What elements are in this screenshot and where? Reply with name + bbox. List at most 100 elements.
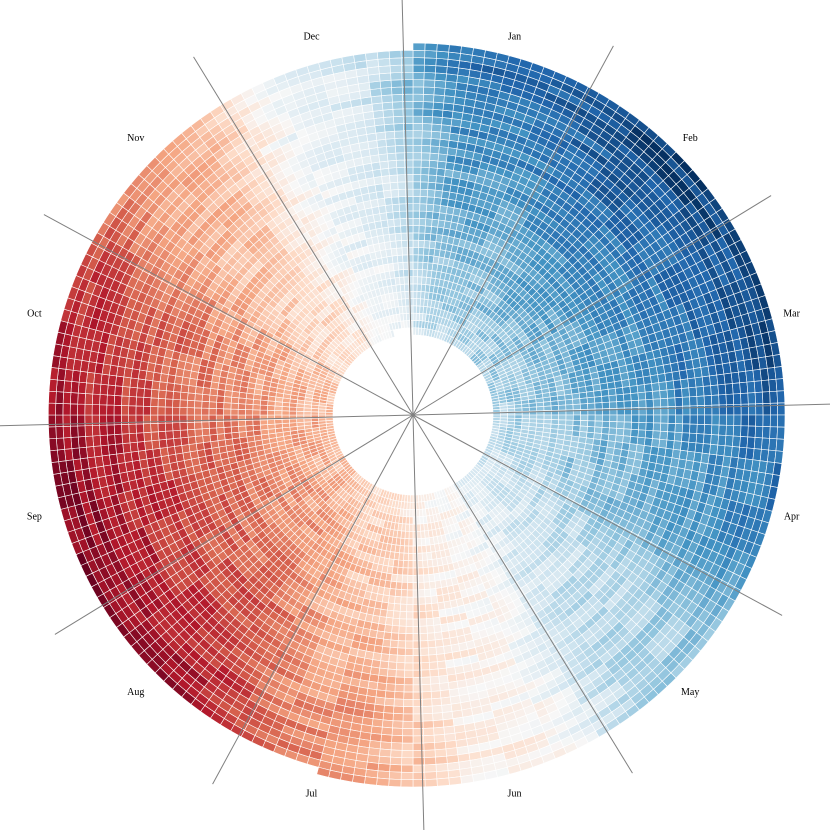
heatmap-cell [602,414,611,422]
heatmap-cell [630,421,640,431]
heatmap-cell [600,388,610,397]
heatmap-cell [403,269,409,278]
heatmap-cell [267,423,276,430]
heatmap-cell [418,232,426,241]
heatmap-cell [223,420,232,428]
heatmap-cell [426,189,436,198]
heatmap-cell [395,240,403,249]
heatmap-cell [435,175,445,185]
heatmap-cell [412,174,422,183]
heatmap-cell [395,152,405,161]
heatmap-cell [638,422,647,431]
heatmap-cell [203,441,212,450]
heatmap-cell [660,397,669,408]
heatmap-cell [381,175,391,185]
heatmap-cell [383,631,392,641]
heatmap-cell [630,428,639,438]
heatmap-cell [438,608,447,618]
heatmap-cell [398,618,407,627]
heatmap-cell [565,419,574,426]
heatmap-cell [396,647,406,656]
heatmap-cell [151,439,161,450]
heatmap-cell [652,398,662,408]
heatmap-cell [420,662,431,671]
heatmap-cell [425,218,433,227]
heatmap-cell [245,419,254,427]
heatmap-cell [443,176,453,186]
heatmap-cell [409,509,414,518]
heatmap-cell [375,190,385,200]
heatmap-cell [209,388,219,397]
heatmap-cell [201,428,211,437]
heatmap-cell [381,645,391,655]
heatmap-cell [238,425,247,433]
heatmap-cell [194,421,203,430]
heatmap-cell [400,225,408,234]
heatmap-cell [202,387,211,396]
heatmap-cell [422,566,430,576]
heatmap-cell [378,667,389,677]
heatmap-cell [245,403,254,411]
heatmap-cell [150,406,159,416]
heatmap-cell [223,396,233,404]
heatmap-cell [181,444,191,454]
heatmap-cell [409,516,414,525]
heatmap-cell [274,423,283,429]
heatmap-cell [386,211,395,221]
heatmap-cell [396,654,406,664]
heatmap-cell [386,668,397,678]
heatmap-cell [667,423,676,433]
heatmap-cell [427,174,437,184]
heatmap-cell [396,254,404,264]
heatmap-cell [230,396,240,404]
heatmap-cell [565,404,574,411]
heatmap-cell [579,403,589,410]
heatmap-cell [428,661,439,670]
heatmap-cell [387,160,398,169]
heatmap-cell [389,646,399,656]
heatmap-cell [404,647,414,656]
heatmap-cell [393,218,401,227]
heatmap-cell [201,421,210,430]
heatmap-cell [385,617,394,626]
heatmap-cell [436,167,446,177]
heatmap-cell [412,144,423,153]
heatmap-cell [405,625,414,635]
heatmap-cell [379,160,390,170]
heatmap-cell [384,197,393,206]
heatmap-cell [543,405,552,412]
heatmap-cell [194,428,203,437]
heatmap-cell [164,406,173,416]
heatmap-cell [373,644,383,654]
heatmap-cell [507,414,516,419]
heatmap-cell [399,210,407,219]
heatmap-cell [514,414,523,419]
heatmap-cell [419,632,429,642]
heatmap-cell [388,654,398,663]
heatmap-cell [431,609,440,619]
heatmap-cell [658,381,668,392]
heatmap-cell [223,402,232,410]
heatmap-cell [230,420,239,428]
heatmap-cell [580,414,589,422]
heatmap-cell [443,644,453,654]
heatmap-cell [391,196,400,205]
heatmap-cell [288,418,298,424]
heatmap-cell [433,197,442,206]
heatmap-cell [288,410,297,416]
heatmap-cell [401,247,409,256]
heatmap-cell [607,388,617,397]
heatmap-cell [396,166,406,176]
heatmap-cell [609,414,618,422]
heatmap-cell [401,239,408,249]
heatmap-cell [404,655,414,664]
heatmap-cell [158,389,167,400]
heatmap-cell [417,261,424,270]
heatmap-cell [406,596,414,605]
heatmap-cell [238,397,247,405]
heatmap-cell [645,414,654,424]
heatmap-cell [434,638,444,648]
heatmap-cell [601,427,610,435]
heatmap-cell [194,400,203,409]
heatmap-cell [631,414,640,423]
